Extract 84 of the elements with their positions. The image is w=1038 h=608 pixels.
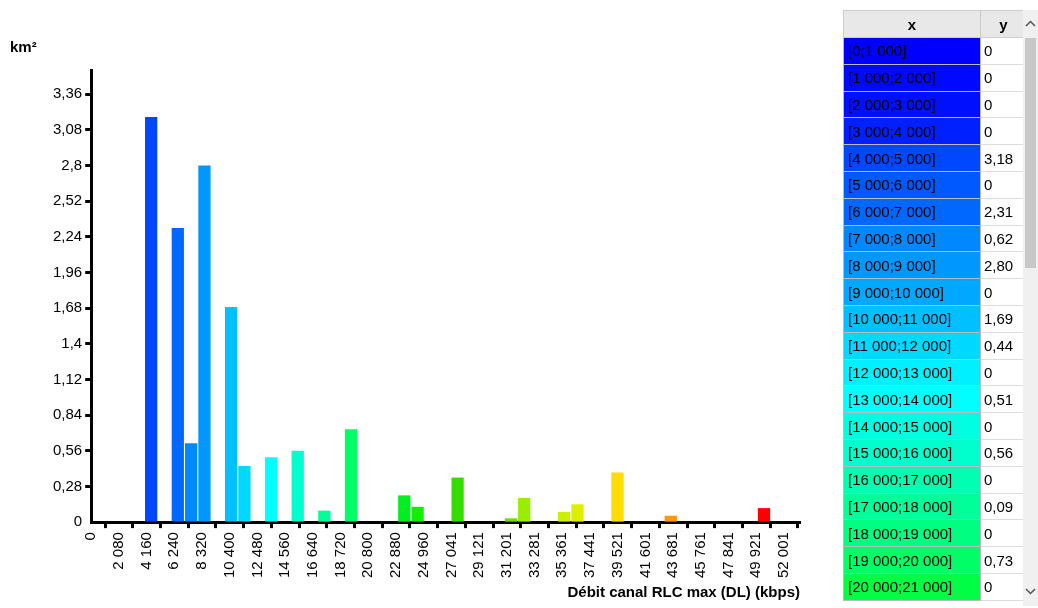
text: 0 [984,95,993,113]
x-tick-label: 8 320 [192,532,210,570]
y-tick-label: 2,52 [52,191,83,209]
category-label: [1 000;2 000] [843,64,981,92]
category-label: [3 000;4 000] [843,117,981,145]
x-tick-label: 12 480 [247,532,265,579]
x-tick-label: 39 521 [607,532,625,579]
x-tick-label: 20 800 [358,532,376,579]
y-tick-label: 3,36 [52,84,83,102]
x-tick-label: 31 201 [497,532,515,579]
x-axis-title: Débit canal RLC max (DL) (kbps) [567,583,800,601]
category-label: [13 000;14 000] [843,385,981,413]
category-label: [17 000;18 000] [843,493,981,520]
x-tick-label: 35 361 [552,532,570,579]
text: 2,80 [984,256,1014,274]
category-label: [0;1 000] [843,37,981,65]
x-tick-label: 33 281 [524,532,542,579]
text: 0,62 [984,229,1014,247]
x-tick-label: 49 921 [746,532,764,579]
text: 0 [984,42,993,60]
text: x [843,10,981,38]
category-label: [4 000;5 000] [843,144,981,172]
category-label: [2 000;3 000] [843,91,981,118]
y-tick-label: 1,4 [61,333,83,351]
category-label: [15 000;16 000] [843,439,981,467]
y-tick-label: 0,28 [52,476,83,494]
x-tick-label: 10 400 [219,532,237,579]
text: 0 [984,363,993,381]
y-tick-label: 1,96 [52,262,83,280]
text: 0,56 [984,444,1014,462]
x-tick-label: 16 640 [303,532,321,579]
x-tick-label: 43 681 [663,532,681,579]
y-tick-label: 3,08 [52,120,83,137]
y-tick-label: 1,12 [52,369,83,387]
x-tick-label: 2 080 [109,532,127,570]
category-label: [11 000;12 000] [843,332,981,360]
y-axis-title: km² [10,37,37,55]
text: 0,73 [984,551,1014,569]
text: 3,18 [984,149,1014,167]
category-label: [16 000;17 000] [843,466,981,494]
y-tick-label: 0 [73,512,83,530]
category-label: [12 000;13 000] [843,359,981,386]
category-label: [20 000;21 000] [843,573,981,601]
text: y [980,10,1027,38]
text: 0 [984,69,993,87]
category-label: [9 000;10 000] [843,278,981,306]
category-label: [6 000;7 000] [843,198,981,226]
category-label: [18 000;19 000] [843,519,981,547]
x-tick-label: 29 121 [469,532,487,579]
y-tick-label: 0,56 [52,440,83,458]
category-label: [14 000;15 000] [843,412,981,440]
y-tick-label: 0,84 [52,405,83,423]
text: 0,51 [984,390,1014,408]
x-tick-label: 24 960 [413,532,431,579]
text: 0 [984,417,993,435]
text: 0 [984,122,993,140]
y-tick-label: 1,68 [52,298,83,316]
x-tick-label: 27 041 [441,532,459,579]
text: 0,09 [984,497,1014,515]
category-label: [5 000;6 000] [843,171,981,199]
text: 0 [984,471,993,489]
text: 0 [984,176,993,194]
y-tick-label: 2,8 [61,155,83,173]
x-tick-label: 45 761 [691,532,709,579]
x-tick-label: 52 001 [774,532,792,579]
x-tick-label: 14 560 [275,532,293,579]
category-label: [7 000;8 000] [843,225,981,252]
text: 1,69 [984,310,1014,328]
x-tick-label: 6 240 [164,532,182,570]
text: 0,44 [984,337,1014,355]
x-tick-label: 18 720 [330,532,348,579]
category-label: [19 000;20 000] [843,546,981,574]
text: 0 [984,578,993,596]
category-label: [10 000;11 000] [843,305,981,333]
text: 0 [984,283,993,301]
x-tick-label: 0 [81,532,99,541]
text: 2,31 [984,203,1014,221]
x-tick-label: 4 160 [136,532,154,570]
x-tick-label: 22 880 [386,532,404,579]
y-tick-label: 2,24 [52,226,83,244]
x-tick-label: 41 601 [635,532,653,579]
category-label: [8 000;9 000] [843,251,981,279]
x-tick-label: 37 441 [580,532,598,579]
x-tick-label: 47 841 [718,532,736,579]
